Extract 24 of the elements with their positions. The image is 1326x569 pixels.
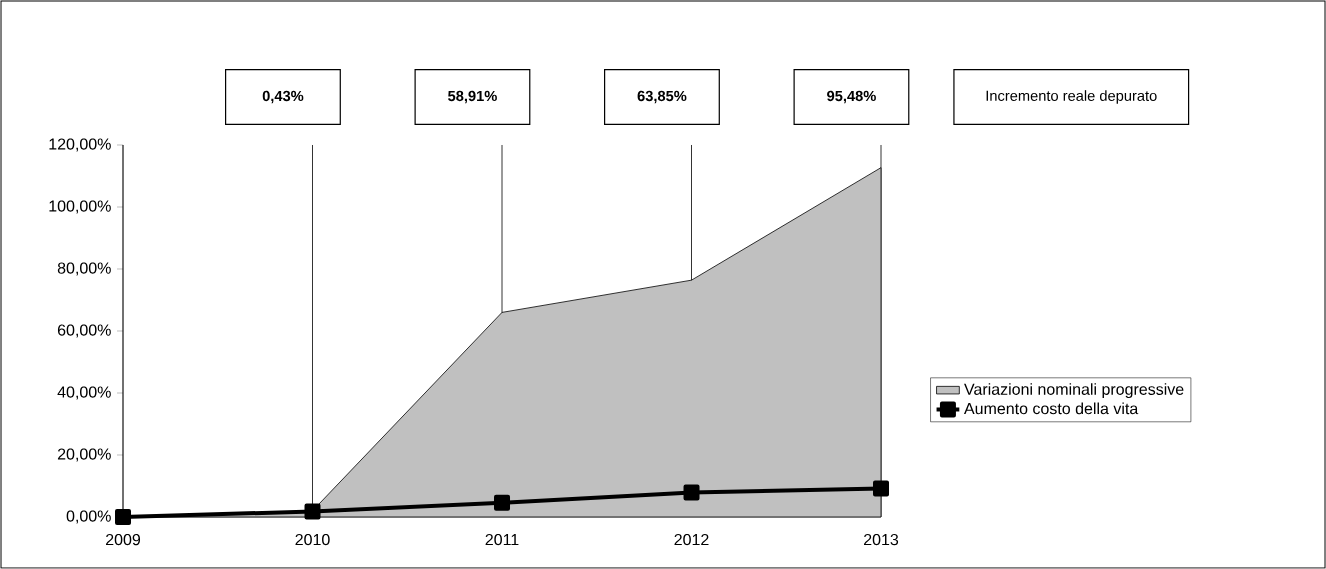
text: Incremento reale depurato — [986, 90, 1157, 104]
point — [494, 494, 511, 511]
y-tick-label: 0,00% — [66, 510, 111, 524]
x-tick-label: 2011 — [485, 533, 519, 546]
x-tick-label: 2013 — [864, 533, 899, 546]
point — [304, 503, 321, 520]
point — [115, 509, 132, 525]
y-tick-label: 120,00% — [49, 138, 111, 152]
y-tick-label: 80,00% — [57, 262, 111, 276]
point — [873, 480, 890, 497]
legend-label: Aumento costo della vita — [964, 402, 1139, 415]
text: 95,48% — [827, 90, 876, 104]
legend-label: Variazioni nominali progressive — [964, 383, 1184, 399]
point — [683, 484, 700, 501]
text: 0,43% — [262, 90, 304, 104]
x-tick-label: 2009 — [106, 533, 141, 546]
y-tick-label: 60,00% — [57, 324, 111, 338]
text: 58,91% — [448, 90, 497, 104]
y-tick-label: 100,00% — [49, 200, 111, 214]
y-tick-label: 40,00% — [57, 386, 111, 400]
text: 63,85% — [637, 90, 687, 104]
x-tick-label: 2012 — [674, 533, 709, 546]
y-tick-label: 20,00% — [57, 448, 111, 462]
x-tick-label: 2010 — [295, 533, 330, 546]
